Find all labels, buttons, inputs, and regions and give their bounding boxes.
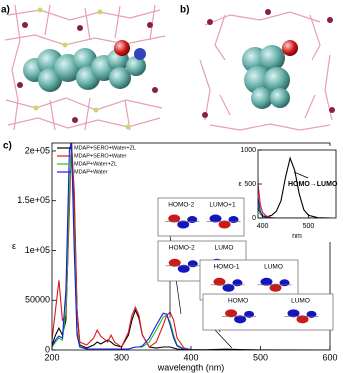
orbital-lobe — [260, 277, 273, 286]
orbital-lobe — [225, 309, 238, 318]
inset-chart: 400 500 0 500 1000 nm ε HOMO→LUMO — [232, 146, 340, 242]
annotation-arrow — [293, 171, 309, 179]
orbital-label: LUMO+1 — [209, 202, 236, 209]
main-chart: 200 300 400 500 600 0 50000 1e+05 1.5e+05 2e+05 wa… — [12, 142, 338, 372]
orbital-label: LUMO — [264, 264, 283, 271]
series-line — [52, 143, 330, 350]
legend-label: MDAP+SERO+Water+ZL — [74, 145, 136, 151]
orbital-lobe — [177, 220, 190, 229]
legend-label: MDAP+Water+ZL — [74, 161, 117, 167]
orbital-lobe — [213, 277, 226, 286]
orbital-label: LUMO — [215, 245, 234, 252]
x-axis-label: nm — [292, 233, 302, 240]
orbital-lobe — [228, 216, 239, 224]
orbital-lobe — [279, 279, 290, 287]
inset-background — [232, 146, 340, 242]
orbital-lobe — [306, 310, 317, 318]
orbital-insets: HOMO-2 LUMO+1 HOMO-2 LUMO HOMO-1 LUMO HOMO LUMO — [157, 197, 334, 349]
panel-label: c) — [3, 141, 12, 152]
y-tick-label: 0 — [252, 215, 256, 222]
panel-a-image — [4, 4, 166, 131]
panel-label: a) — [1, 5, 10, 16]
orbital-lobe — [287, 309, 300, 318]
orbital-label: LUMO — [291, 298, 310, 305]
y-tick-label: 1e+05 — [25, 245, 50, 255]
orbital-lobe — [234, 315, 247, 324]
x-tick-label: 600 — [322, 352, 337, 362]
y-tick-label: 2e+05 — [25, 145, 50, 155]
orbital-label: HOMO-1 — [213, 264, 239, 271]
legend-label: MDAP+SERO+Water — [74, 153, 127, 159]
y-tick-label: 1000 — [240, 147, 256, 154]
series-line — [258, 189, 332, 218]
series-line — [258, 197, 332, 218]
orbital-lobe — [187, 260, 198, 268]
panel-label: b) — [180, 5, 189, 16]
pointer-arrow — [214, 329, 233, 349]
y-tick-label: 500 — [244, 181, 256, 188]
x-tick-label: 300 — [114, 352, 129, 362]
series-line — [52, 143, 330, 350]
orbital-lobe — [187, 216, 198, 224]
x-tick-label: 400 — [183, 352, 198, 362]
orbital-lobe — [296, 315, 309, 324]
x-tick-label: 200 — [44, 352, 59, 362]
orbital-lobe — [168, 258, 181, 267]
annotation: HOMO→LUMO — [288, 181, 338, 188]
orbital-lobe — [177, 264, 190, 273]
y-axis-label: ε — [238, 181, 241, 188]
panel-b-image — [199, 9, 335, 131]
orbital-label: HOMO — [228, 298, 248, 305]
orbital-lobe — [218, 220, 231, 229]
orbital-lobe — [244, 310, 255, 318]
y-tick-label: 0 — [45, 344, 50, 354]
orbital-label: HOMO-2 — [168, 202, 194, 209]
orbital-lobe — [222, 283, 235, 292]
x-tick-label: 400 — [257, 223, 269, 230]
x-tick-label: 500 — [303, 223, 315, 230]
y-tick-label: 50000 — [25, 295, 50, 305]
x-tick-label: 500 — [253, 352, 268, 362]
series-line — [258, 175, 332, 218]
legend-label: MDAP+Water — [74, 169, 108, 175]
orbital-label: HOMO-2 — [169, 245, 195, 252]
orbital-lobe — [232, 279, 243, 287]
y-axis-label: ε — [12, 241, 16, 251]
x-axis-label: wavelength (nm) — [157, 362, 225, 372]
orbital-lobe — [168, 214, 181, 223]
orbital-lobe — [209, 214, 222, 223]
orbital-lobe — [269, 283, 282, 292]
y-tick-label: 1.5e+05 — [17, 195, 50, 205]
